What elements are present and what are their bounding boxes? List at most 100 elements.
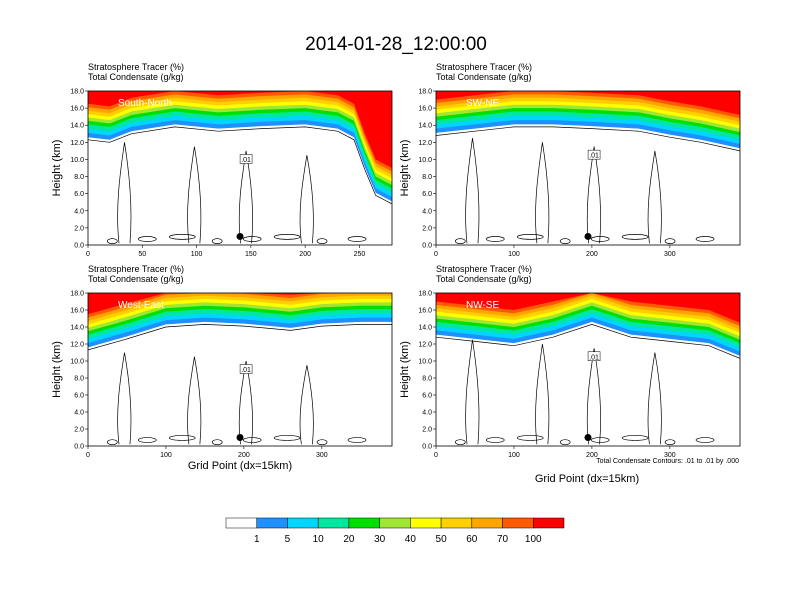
contour-cell	[273, 435, 301, 441]
x-tick-label: 100	[508, 251, 520, 258]
colorbar-swatch	[440, 517, 473, 529]
colorbar: 1 5 10 20 30 40 50 60 70 100	[225, 517, 565, 545]
plot-frame	[435, 90, 741, 246]
panel-header-tracer: Stratosphere Tracer (%)	[436, 62, 532, 72]
y-tick-label: 0.0	[74, 243, 84, 250]
y-tick-label: 18.0	[70, 291, 84, 298]
contour-label-box	[587, 149, 601, 160]
y-tick-label: 14.0	[70, 123, 84, 130]
y-axis-label: Height (km)	[51, 140, 63, 197]
colorbar-swatch	[225, 517, 257, 529]
panel-header-condensate: Total Condensate (g/kg)	[436, 72, 532, 82]
contour-line	[465, 138, 480, 244]
x-tick-label: 100	[508, 452, 520, 459]
colorbar-swatch	[533, 517, 565, 529]
y-tick-label: 2.0	[74, 427, 84, 434]
contour-cell	[590, 437, 610, 443]
contour-cell	[242, 236, 262, 242]
contour-cell	[695, 437, 715, 443]
contour-cell	[621, 234, 649, 240]
colorbar-label: 5	[285, 534, 291, 545]
y-axis-label: Height (km)	[51, 341, 63, 398]
contour-label: .01	[589, 153, 599, 160]
y-tick-label: 12.0	[418, 342, 432, 349]
y-tick-label: 4.0	[74, 410, 84, 417]
tracer-field	[88, 293, 392, 348]
contour-line	[299, 365, 314, 445]
colorbar-label: 100	[525, 534, 542, 545]
colorbar-swatch	[502, 517, 534, 529]
colorbar-label: 20	[343, 534, 355, 545]
colorbar-label: 1	[254, 534, 260, 545]
tracer-field	[436, 91, 740, 149]
panel-header-tracer: Stratosphere Tracer (%)	[88, 264, 184, 274]
contour-cell	[516, 234, 544, 240]
plot-frame	[435, 292, 741, 447]
x-tick-label: 100	[191, 251, 203, 258]
contour-line	[647, 352, 662, 445]
y-tick-label: 16.0	[418, 308, 432, 315]
x-tick-label: 250	[354, 251, 366, 258]
contour-line	[88, 324, 392, 351]
contour-line	[238, 360, 253, 445]
colorbar-label: 10	[313, 534, 325, 545]
y-tick-label: 12.0	[70, 342, 84, 349]
y-tick-label: 10.0	[70, 359, 84, 366]
contour-cell	[559, 439, 571, 446]
panel-header-condensate: Total Condensate (g/kg)	[436, 274, 532, 284]
contour-cell	[695, 236, 715, 242]
x-tick-label: 300	[664, 452, 676, 459]
colorbar-label: 40	[405, 534, 417, 545]
contour-cell	[273, 234, 301, 240]
y-tick-label: 4.0	[74, 208, 84, 215]
contour-line	[436, 126, 740, 152]
condensate-contours	[88, 126, 392, 244]
y-tick-label: 6.0	[74, 393, 84, 400]
y-tick-label: 8.0	[74, 376, 84, 383]
contour-line	[586, 348, 601, 445]
contour-label: .01	[241, 157, 251, 164]
contour-cell	[347, 236, 367, 242]
panel-name: NW-SE	[466, 300, 499, 311]
y-tick-label: 10.0	[418, 359, 432, 366]
plot-frame	[87, 292, 393, 447]
y-tick-label: 16.0	[70, 106, 84, 113]
y-tick-label: 2.0	[422, 225, 432, 232]
x-axis-label-right: Grid Point (dx=15km)	[535, 473, 639, 485]
contour-line	[535, 343, 550, 445]
figure-title: 2014-01-28_12:00:00	[305, 34, 487, 55]
contour-line	[117, 352, 132, 445]
y-tick-label: 4.0	[422, 208, 432, 215]
panel-header-condensate: Total Condensate (g/kg)	[88, 72, 184, 82]
contour-cell	[485, 437, 505, 443]
colorbar-swatch	[471, 517, 503, 529]
contour-cell	[590, 236, 610, 242]
contour-cell	[168, 435, 196, 441]
colorbar-swatch	[256, 517, 288, 529]
tracer-level-10	[88, 293, 392, 315]
contour-label-box	[239, 364, 253, 374]
tracer-field	[88, 91, 392, 202]
x-tick-label: 0	[434, 251, 438, 258]
contour-cell	[137, 236, 157, 242]
panel-name: West-East	[118, 300, 164, 311]
colorbar-label: 60	[466, 534, 478, 545]
condensate-contours	[436, 126, 740, 244]
contour-line	[117, 142, 132, 244]
y-tick-label: 14.0	[418, 123, 432, 130]
tracer-field	[436, 293, 740, 356]
x-tick-label: 200	[299, 251, 311, 258]
panel-header-condensate: Total Condensate (g/kg)	[88, 274, 184, 284]
y-tick-label: 8.0	[422, 174, 432, 181]
contour-label-box	[587, 351, 601, 361]
y-tick-label: 8.0	[422, 376, 432, 383]
y-tick-label: 2.0	[422, 427, 432, 434]
y-tick-label: 6.0	[422, 393, 432, 400]
contour-cell	[516, 435, 544, 441]
panel-west-east: Stratosphere Tracer (%)Total Condensate …	[51, 264, 393, 459]
x-tick-label: 300	[316, 452, 328, 459]
y-tick-label: 12.0	[418, 140, 432, 147]
contour-label-box	[239, 154, 253, 164]
tracer-level-10	[436, 293, 740, 323]
